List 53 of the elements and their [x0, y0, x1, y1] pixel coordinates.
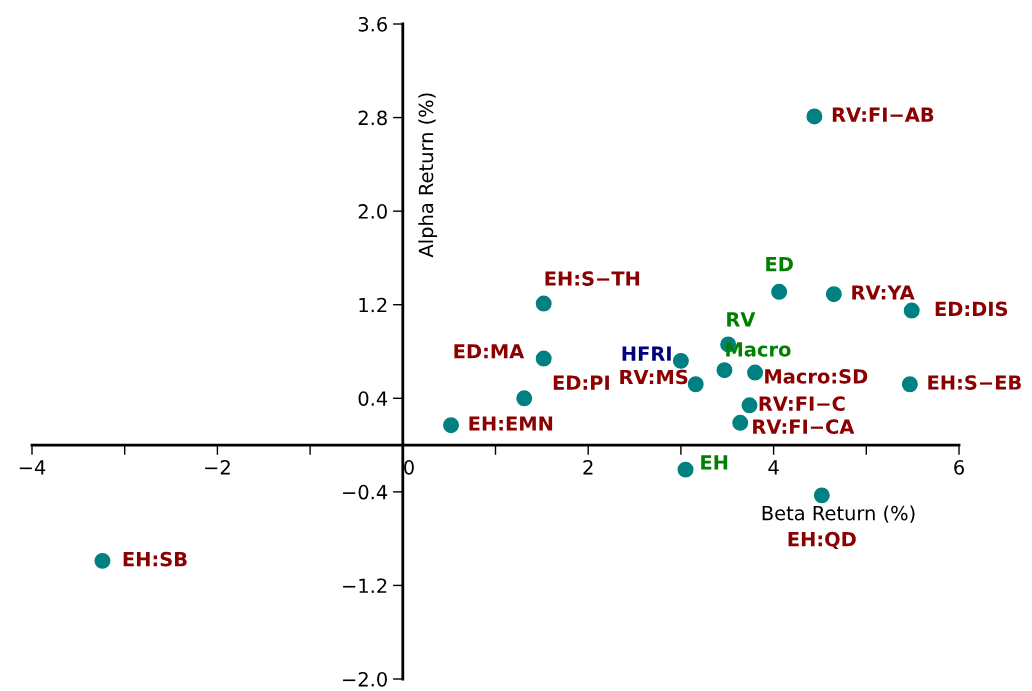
data-label: RV:YA [852, 285, 915, 300]
point [825, 286, 842, 303]
point [443, 417, 459, 434]
data-label: ED:PI [553, 375, 609, 390]
data-label: EH:S−EB [928, 375, 1021, 390]
y-tick-label: −1.2 [343, 578, 387, 593]
data-label: Macro [726, 342, 791, 357]
data-label: EH:QD [788, 531, 856, 550]
point [716, 362, 733, 379]
data-label: EH:EMN [469, 416, 553, 431]
data-label: Macro:SD [765, 369, 868, 384]
data-label: EH [701, 455, 728, 470]
y-tick-label: 2.8 [358, 110, 387, 126]
point [741, 397, 758, 414]
data-label: RV:FI−C [759, 396, 845, 411]
point [901, 376, 918, 393]
point [687, 376, 704, 393]
x-tick-label: 4 [768, 460, 779, 475]
point [813, 487, 830, 504]
point [677, 461, 694, 478]
x-axis-title: Beta Return (%) [762, 505, 915, 523]
y-tick-label: 2.0 [358, 204, 387, 219]
point [672, 352, 689, 369]
point [516, 390, 533, 407]
data-label: ED:MA [454, 344, 525, 359]
y-tick-label: −2.0 [343, 671, 387, 687]
y-tick-label: −0.4 [343, 484, 388, 500]
x-tick-label: 2 [583, 460, 593, 475]
y-tick-label: 1.2 [359, 297, 387, 313]
point [535, 350, 552, 367]
x-tick-label: −2 [205, 460, 230, 475]
point [903, 302, 920, 319]
y-tick-label: 3.6 [358, 16, 387, 32]
data-label: RV [727, 312, 756, 327]
data-label: ED:DIS [935, 301, 1008, 317]
data-label: RV:FI−CA [753, 419, 855, 435]
x-tick-label: 6 [954, 460, 964, 475]
data-label: RV:FI−AB [832, 107, 934, 122]
data-label: EH:S−TH [545, 271, 640, 286]
point [535, 295, 552, 312]
point [747, 364, 764, 381]
y-axis-title: Alpha Return (%) [418, 93, 438, 258]
data-label: HFRI [622, 346, 671, 361]
data-label: RV:MS [620, 369, 688, 385]
point [806, 108, 823, 125]
y-tick-label: 0.4 [358, 391, 388, 406]
x-tick-label: −4 [19, 460, 46, 475]
point [94, 552, 111, 569]
point [732, 414, 749, 431]
data-label: ED [766, 256, 793, 272]
point [771, 283, 788, 300]
data-label: EH:SB [123, 551, 187, 567]
x-tick-label: 0 [404, 460, 414, 475]
